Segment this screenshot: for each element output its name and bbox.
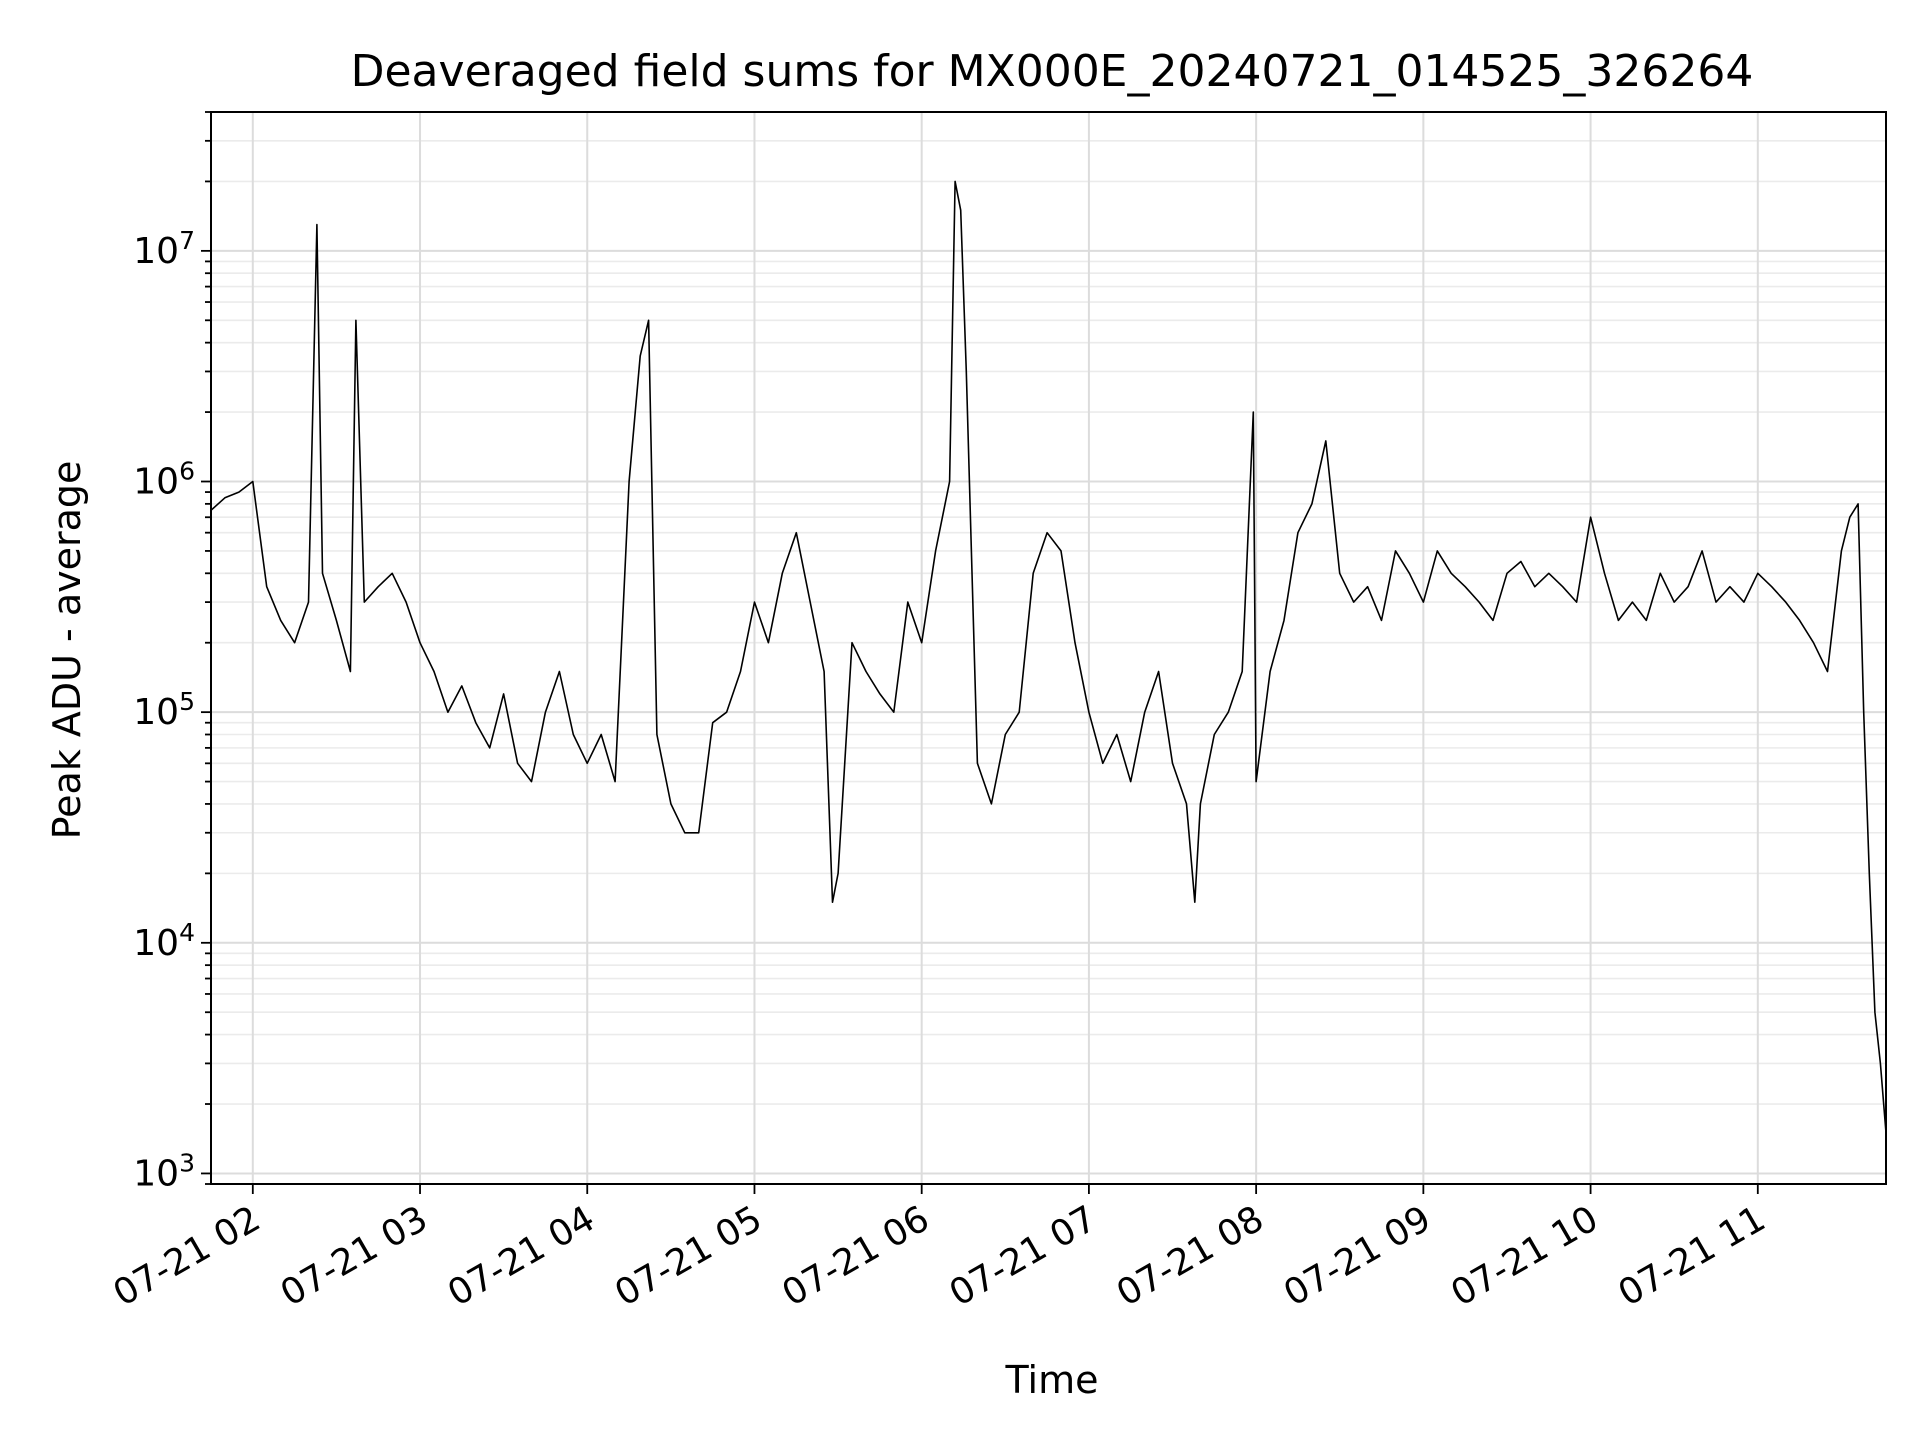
grid-layer	[211, 111, 1886, 1185]
plot-frame	[210, 111, 1887, 1185]
y-tick-label: 103	[133, 1148, 195, 1194]
y-tick-label: 105	[133, 687, 195, 733]
y-tick-label: 107	[133, 226, 195, 272]
chart-title: Deaveraged field sums for MX000E_2024072…	[351, 46, 1754, 97]
y-tick-label: 104	[133, 918, 195, 964]
x-axis-label: Time	[1005, 1358, 1099, 1402]
series-line	[210, 180, 1887, 1133]
y-tick-label: 106	[133, 457, 195, 503]
plot-layer	[210, 180, 1887, 1133]
y-axis-label: Peak ADU - average	[45, 461, 89, 840]
